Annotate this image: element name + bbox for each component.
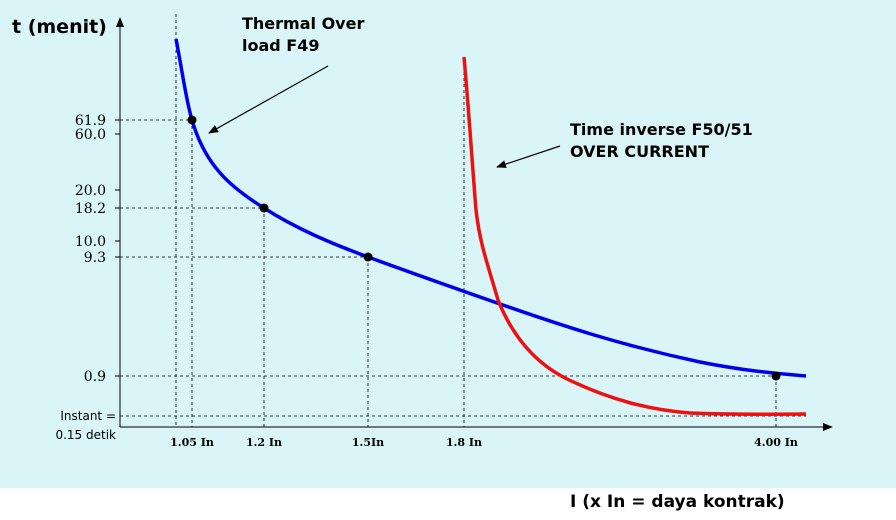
y-tick-label-1: 60.0 <box>75 127 106 143</box>
data-point-2 <box>363 252 373 262</box>
annotation-arrows <box>208 65 561 168</box>
x-tick-label-4: 4.00 In <box>754 436 798 449</box>
inverse-arrow <box>496 145 561 168</box>
x-tick-labels: 1.05 In 1.2 In 1.5In 1.8 In 4.00 In <box>170 436 798 449</box>
thermal-annotation: Thermal Over load F49 <box>242 13 364 57</box>
data-point-3 <box>771 371 781 381</box>
thermal-annotation-line2: load F49 <box>242 36 320 55</box>
x-tick-label-3: 1.8 In <box>446 436 482 449</box>
guide-lines <box>120 14 806 427</box>
instant-label-line1: Instant = <box>60 409 116 423</box>
inverse-curve <box>462 56 807 416</box>
x-axis-title: I (x In = daya kontrak) <box>570 492 785 512</box>
y-tick-label-6: 0.9 <box>84 369 106 385</box>
y-tick-label-2: 20.0 <box>75 183 106 199</box>
inverse-annotation-line2: OVER CURRENT <box>570 142 709 161</box>
data-point-1 <box>259 203 269 213</box>
x-tick-label-1: 1.2 In <box>246 436 282 449</box>
chart: 61.960.0 20.0 18.2 10.09.3 0.9 Instant = 0.15 … <box>55 14 833 449</box>
y-tick-label-3: 18.2 <box>75 201 106 217</box>
data-point-0 <box>187 115 197 125</box>
thermal-annotation-line1: Thermal Over <box>242 14 365 33</box>
instant-label-line2: 0.15 detik <box>55 428 116 442</box>
y-axis-title: t (menit) <box>12 16 107 38</box>
x-tick-label-2: 1.5In <box>352 436 384 449</box>
marked-points <box>187 115 781 381</box>
plot-area <box>0 0 896 488</box>
y-tick-label-0: 61.9 <box>75 113 106 129</box>
x-tick-label-0: 1.05 In <box>170 436 214 449</box>
y-tick-labels: 61.960.0 20.0 18.2 10.09.3 0.9 Instant = 0.15 … <box>55 113 120 442</box>
inverse-annotation: Time inverse F50/51 OVER CURRENT <box>570 119 753 163</box>
thermal-arrow <box>208 65 329 134</box>
axes <box>116 17 833 431</box>
y-tick-label-4: 10.0 <box>75 234 106 250</box>
inverse-annotation-line1: Time inverse F50/51 <box>570 120 753 139</box>
y-tick-label-5: 9.3 <box>84 250 106 266</box>
curves <box>174 38 807 416</box>
thermal-curve <box>174 38 807 378</box>
